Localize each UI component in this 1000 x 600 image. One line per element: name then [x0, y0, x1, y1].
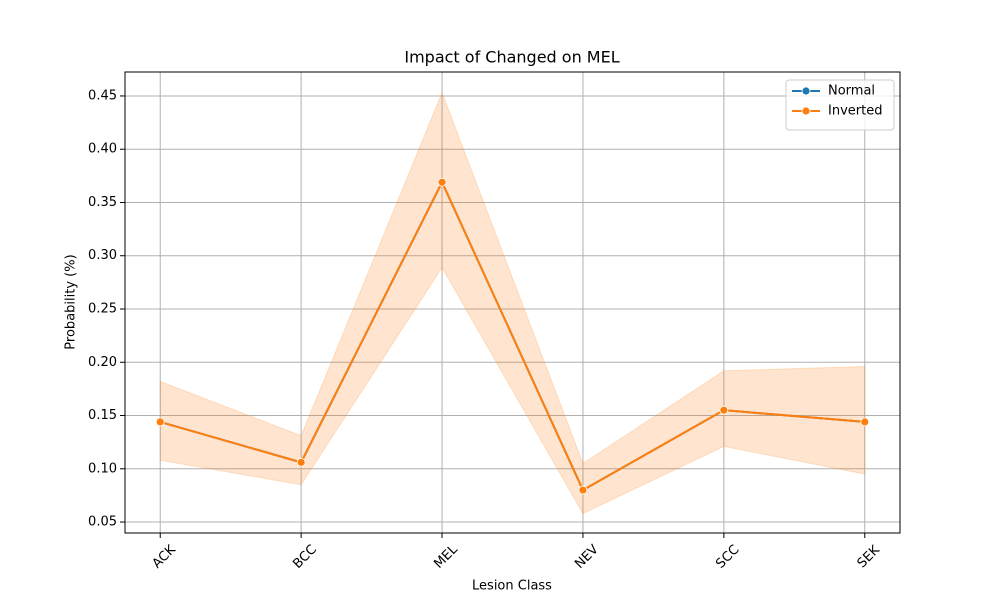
confidence-band	[159, 91, 866, 515]
line	[159, 179, 865, 492]
marker	[437, 177, 447, 187]
plot-frame	[124, 71, 901, 534]
y-tick-label: 0.15	[88, 408, 117, 423]
y-tick-label: 0.35	[88, 195, 117, 210]
y-tick-label: 0.45	[88, 88, 117, 103]
marker	[296, 457, 306, 467]
legend-label: Normal	[828, 84, 875, 99]
y-axis-label: Probability (%)	[64, 254, 79, 349]
y-tick-label: 0.10	[88, 461, 117, 476]
marker	[578, 485, 588, 495]
chart-title: Impact of Changed on MEL	[404, 48, 619, 67]
legend-label: Inverted	[828, 104, 882, 119]
marker	[155, 417, 165, 427]
y-tick-label: 0.25	[88, 301, 117, 316]
x-axis-label: Lesion Class	[472, 579, 552, 594]
legend-marker	[801, 86, 811, 96]
legend-box	[785, 79, 895, 131]
y-tick-label: 0.05	[88, 515, 117, 530]
legend-marker	[801, 106, 811, 116]
y-tick-label: 0.30	[88, 248, 117, 263]
y-tick-label: 0.20	[88, 355, 117, 370]
marker	[860, 417, 870, 427]
y-tick-label: 0.40	[88, 142, 117, 157]
marker	[719, 405, 729, 415]
